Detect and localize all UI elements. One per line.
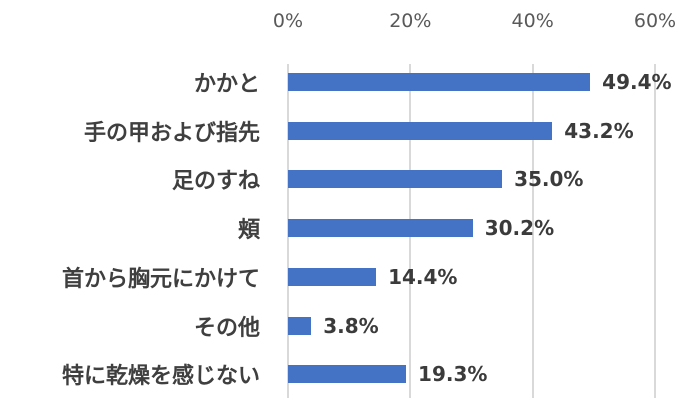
data-value-label: 3.8% — [323, 313, 379, 338]
bar — [288, 73, 591, 91]
category-label: 頬 — [237, 218, 260, 244]
category-label: 特に乾燥を感じない — [61, 364, 260, 390]
category-label: かかと — [193, 72, 260, 97]
data-value-label: 49.4% — [602, 70, 672, 94]
data-value-label: 14.4% — [388, 264, 458, 289]
data-value-label: 35.0% — [514, 167, 584, 192]
bar — [288, 121, 553, 140]
category-label: 首から胸元にかけて — [61, 266, 260, 292]
data-value-label: 19.3% — [418, 362, 488, 387]
x-axis-tick-label: 20% — [389, 10, 432, 32]
bar — [288, 170, 503, 189]
x-axis-tick-label: 40% — [511, 10, 554, 32]
category-label: 手の甲および指先 — [83, 120, 260, 146]
category-label: 足のすね — [171, 169, 260, 195]
bar — [288, 316, 312, 335]
gridline — [654, 64, 656, 398]
x-axis-tick-label: 60% — [633, 10, 677, 32]
data-value-label: 30.2% — [484, 216, 555, 241]
bar — [288, 267, 377, 286]
x-axis-tick-label: 0% — [272, 10, 304, 32]
data-value-label: 43.2% — [564, 118, 634, 143]
bar — [288, 365, 407, 384]
category-label: その他 — [193, 315, 260, 341]
gridline — [531, 64, 534, 398]
bar — [288, 219, 473, 238]
